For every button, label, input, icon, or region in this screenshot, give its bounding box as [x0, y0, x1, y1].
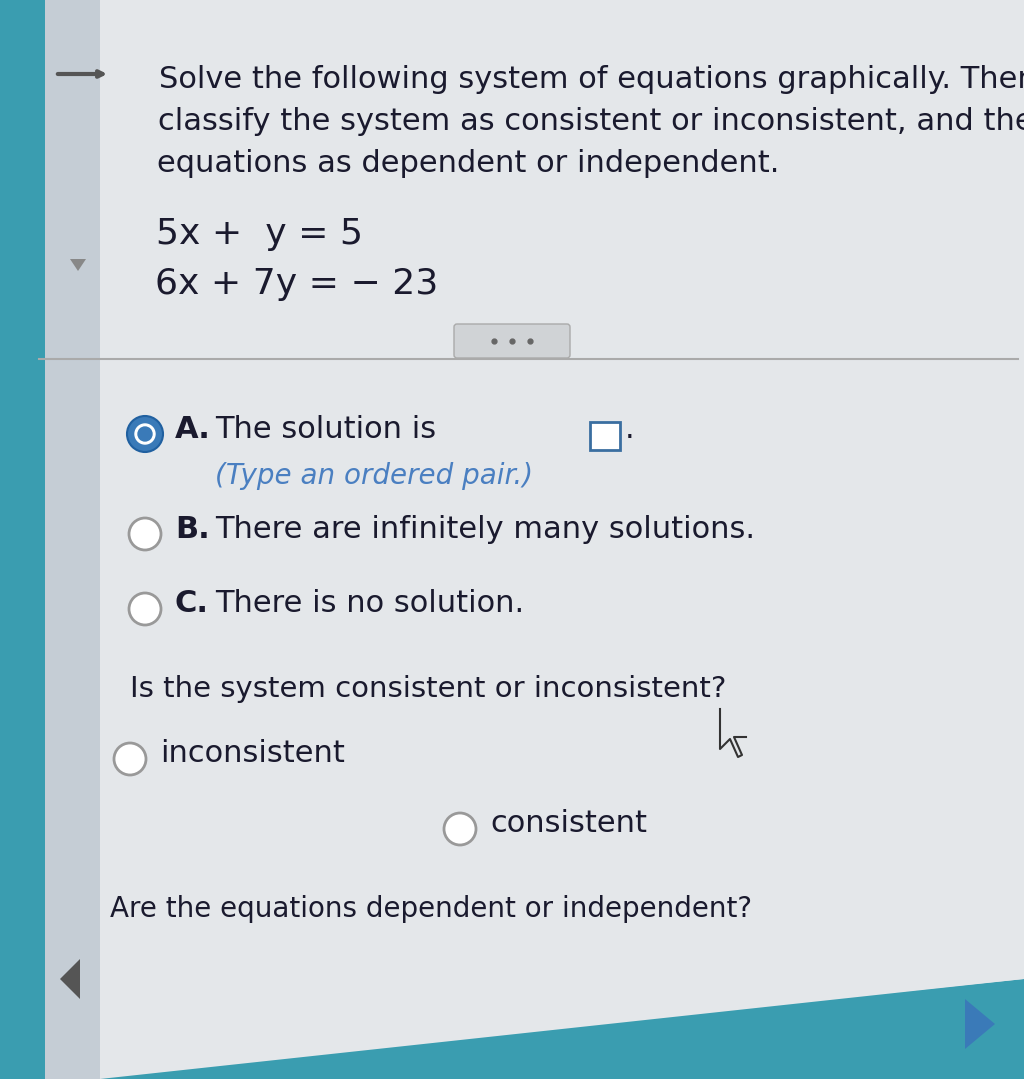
Text: There is no solution.: There is no solution.: [215, 589, 524, 618]
FancyBboxPatch shape: [454, 324, 570, 358]
Text: .: .: [625, 414, 635, 443]
Polygon shape: [60, 959, 80, 999]
Text: (Type an ordered pair.): (Type an ordered pair.): [215, 462, 534, 490]
Circle shape: [135, 424, 155, 443]
Polygon shape: [45, 0, 100, 1079]
Circle shape: [114, 743, 146, 775]
Text: Solve the following system of equations graphically. Then: Solve the following system of equations …: [159, 65, 1024, 94]
Text: A.: A.: [175, 414, 211, 443]
Text: equations as dependent or independent.: equations as dependent or independent.: [157, 149, 779, 178]
Text: C.: C.: [175, 589, 209, 618]
Text: Are the equations dependent or independent?: Are the equations dependent or independe…: [110, 894, 752, 923]
FancyBboxPatch shape: [590, 422, 620, 450]
Polygon shape: [70, 259, 86, 271]
Polygon shape: [100, 0, 1024, 1079]
Circle shape: [138, 427, 152, 441]
Circle shape: [129, 593, 161, 625]
Polygon shape: [965, 999, 995, 1049]
Text: 6x + 7y = − 23: 6x + 7y = − 23: [155, 267, 438, 301]
Text: classify the system as consistent or inconsistent, and the: classify the system as consistent or inc…: [158, 107, 1024, 136]
Text: There are infinitely many solutions.: There are infinitely many solutions.: [215, 515, 755, 544]
Circle shape: [444, 812, 476, 845]
Text: inconsistent: inconsistent: [160, 739, 345, 768]
Text: B.: B.: [175, 515, 210, 544]
Text: Is the system consistent or inconsistent?: Is the system consistent or inconsistent…: [130, 675, 726, 704]
Circle shape: [129, 518, 161, 550]
Circle shape: [127, 416, 163, 452]
Polygon shape: [45, 0, 1024, 1079]
Text: 5x +  y = 5: 5x + y = 5: [156, 217, 362, 251]
Text: consistent: consistent: [490, 809, 647, 838]
Text: The solution is: The solution is: [215, 414, 436, 443]
